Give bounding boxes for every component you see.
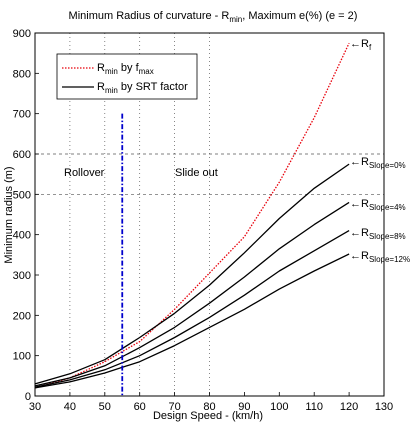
x-tick-label: 110 [305,401,323,413]
x-tick-label: 120 [340,401,358,413]
x-tick-label: 40 [64,401,76,413]
legend: Rmin by fmax Rmin by SRT factor [56,53,198,100]
y-tick-label: 800 [13,68,31,80]
y-axis-label: Minimum radius (m) [3,166,15,263]
label-r-slope0-sub: Slope=0% [369,161,406,170]
label-r-slope12-sub: Slope=12% [369,255,410,264]
legend-label-fmax-sub: min [105,67,118,76]
annotation-slideout: Slide out [175,167,218,179]
series-group [34,42,350,396]
label-r-slope4-sub: Slope=4% [369,203,406,212]
label-r-slope4: ←RSlope=4% [350,198,406,212]
y-tick-label: 700 [13,109,31,121]
series-line [34,163,350,385]
y-tick-label: 200 [13,310,31,322]
series-line [34,230,350,388]
label-r-slope12-arrow: ← [350,250,361,262]
chart-title: Minimum Radius of curvature - Rmin, Maxi… [69,10,358,24]
legend-label-srt-main: R [97,81,105,93]
legend-label-fmax: Rmin by fmax [97,62,154,76]
x-ticks: 30 40 50 60 70 80 90 100 110 120 130 [29,392,393,413]
y-tick-label: 300 [13,270,31,282]
legend-label-fmax-sub2: max [139,67,154,76]
legend-label-srt-rest: by SRT factor [118,81,188,93]
label-r-slope12-main: R [361,250,369,262]
label-r-slope0: ←RSlope=0% [350,156,406,170]
label-r-slope8: ←RSlope=8% [350,227,406,241]
y-tick-label: 0 [25,391,31,403]
annotation-rollover: Rollover [64,167,105,179]
y-ticks: 0 100 200 300 400 500 600 700 800 900 [13,28,39,403]
label-r-slope0-main: R [361,156,369,168]
legend-box [56,53,198,100]
x-tick-label: 80 [203,401,215,413]
label-r-slope8-sub: Slope=8% [369,232,406,241]
y-tick-label: 900 [13,28,31,40]
label-r-slope12: ←RSlope=12% [350,250,410,264]
legend-label-srt: Rmin by SRT factor [97,81,188,95]
chart-title-sub: min [229,15,242,24]
x-tick-label: 70 [168,401,180,413]
x-tick-label: 90 [238,401,250,413]
chart-title-rest: , Maximum e(%) (e = 2) [242,10,357,22]
chart-title-main: Minimum Radius of curvature - R [69,10,230,22]
y-tick-label: 100 [13,351,31,363]
label-r-f-main: R [361,38,369,50]
y-tick-label: 600 [13,149,31,161]
x-tick-label: 50 [99,401,111,413]
legend-label-fmax-main: R [97,62,105,74]
series-line [34,253,350,389]
legend-label-srt-sub: min [105,86,118,95]
x-tick-label: 100 [270,401,288,413]
label-r-slope8-main: R [361,227,369,239]
label-r-f: ←Rf [350,38,372,52]
label-r-slope8-arrow: ← [350,227,361,239]
y-tick-label: 500 [13,189,31,201]
label-r-slope0-arrow: ← [350,156,361,168]
series-line [34,201,350,387]
x-tick-label: 30 [29,401,41,413]
label-r-f-sub: f [369,43,372,52]
label-r-slope4-main: R [361,198,369,210]
label-r-f-arrow: ← [350,38,361,50]
x-tick-label: 130 [375,401,393,413]
x-axis-label: Design Speed - (km/h) [153,410,263,422]
y-tick-label: 400 [13,230,31,242]
x-tick-label: 60 [134,401,146,413]
label-r-slope4-arrow: ← [350,198,361,210]
legend-label-fmax-rest: by f [118,62,140,74]
